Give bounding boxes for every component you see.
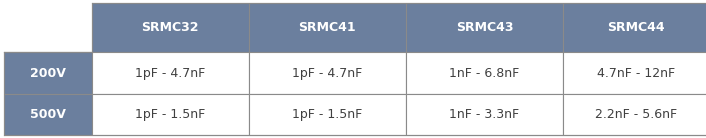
Bar xyxy=(563,3,706,52)
Bar xyxy=(92,3,249,52)
Bar xyxy=(406,94,563,135)
Bar xyxy=(406,52,563,94)
Text: 1pF - 1.5nF: 1pF - 1.5nF xyxy=(292,108,363,121)
Text: 1nF - 6.8nF: 1nF - 6.8nF xyxy=(449,67,520,80)
Bar xyxy=(249,94,406,135)
Text: 1pF - 1.5nF: 1pF - 1.5nF xyxy=(135,108,205,121)
Bar xyxy=(4,94,92,135)
Text: 4.7nF - 12nF: 4.7nF - 12nF xyxy=(597,67,676,80)
Bar xyxy=(4,52,92,94)
Text: SRMC43: SRMC43 xyxy=(456,21,513,34)
Bar xyxy=(249,52,406,94)
Text: 2.2nF - 5.6nF: 2.2nF - 5.6nF xyxy=(595,108,677,121)
Bar xyxy=(563,52,706,94)
Text: SRMC32: SRMC32 xyxy=(142,21,199,34)
Bar xyxy=(92,52,249,94)
Text: 200V: 200V xyxy=(30,67,66,80)
Bar xyxy=(4,3,92,52)
Text: 500V: 500V xyxy=(30,108,66,121)
Bar xyxy=(563,94,706,135)
Bar xyxy=(249,3,406,52)
Bar xyxy=(406,3,563,52)
Text: 1nF - 3.3nF: 1nF - 3.3nF xyxy=(450,108,520,121)
Bar xyxy=(92,94,249,135)
Text: 1pF - 4.7nF: 1pF - 4.7nF xyxy=(292,67,363,80)
Text: SRMC41: SRMC41 xyxy=(299,21,357,34)
Text: 1pF - 4.7nF: 1pF - 4.7nF xyxy=(135,67,205,80)
Text: SRMC44: SRMC44 xyxy=(607,21,665,34)
